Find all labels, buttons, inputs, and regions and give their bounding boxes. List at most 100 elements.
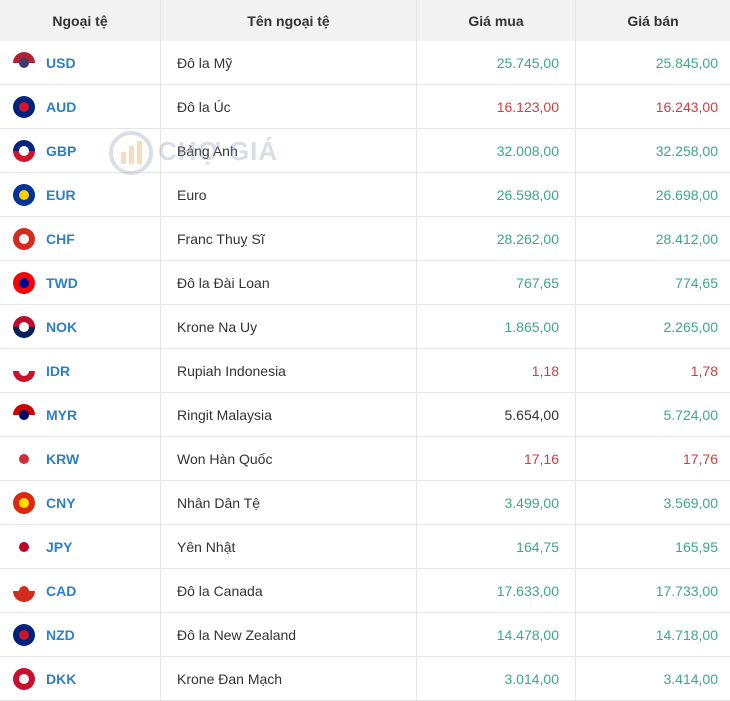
table-row: CHF Franc Thuỵ Sĩ 28.262,00 28.412,00: [0, 217, 730, 261]
header-cell: Tên ngoại tệ: [161, 0, 417, 41]
buy-price: 14.478,00: [417, 613, 576, 656]
currency-name: Đô la Úc: [161, 85, 417, 128]
table-row: NOK Krone Na Uy 1.865,00 2.265,00: [0, 305, 730, 349]
currency-code: DKK: [46, 670, 77, 687]
currency-cell: MYR: [0, 393, 161, 436]
table-row: JPY Yên Nhật 164,75 165,95: [0, 525, 730, 569]
currency-name: Đô la New Zealand: [161, 613, 417, 656]
sell-price: 3.569,00: [663, 494, 719, 511]
sell-price: 16.243,00: [655, 98, 718, 115]
buy-price: 164,75: [417, 525, 576, 568]
currency-code: TWD: [46, 274, 78, 291]
currency-cell: IDR: [0, 349, 161, 392]
currency-code: EUR: [46, 186, 76, 203]
currency-name: Krone Na Uy: [161, 305, 417, 348]
currency-cell: USD: [0, 41, 161, 84]
buy-price: 17.633,00: [417, 569, 576, 612]
currency-code: JPY: [46, 538, 73, 555]
currency-code: MYR: [46, 406, 78, 423]
currency-code: CNY: [46, 494, 76, 511]
currency-code: CHF: [46, 230, 75, 247]
buy-price: 32.008,00: [417, 129, 576, 172]
table-row: DKK Krone Đan Mạch 3.014,00 3.414,00: [0, 657, 730, 701]
currency-name: Franc Thuỵ Sĩ: [161, 217, 417, 260]
table-row: EUR Euro 26.598,00 26.698,00: [0, 173, 730, 217]
buy-price: 26.598,00: [417, 173, 576, 216]
watermark-text: CHỢ GIÁ: [158, 136, 279, 166]
currency-name: Rupiah Indonesia: [161, 349, 417, 392]
table-row: MYR Ringit Malaysia 5.654,00 5.724,00: [0, 393, 730, 437]
table-row: KRW Won Hàn Quốc 17,16 17,76: [0, 437, 730, 481]
sell-price: 1,78: [690, 362, 718, 379]
sell-price: 14.718,00: [655, 626, 718, 643]
sell-price: 26.698,00: [655, 186, 718, 203]
currency-cell: CAD: [0, 569, 161, 612]
currency-name: Bảng Anh: [161, 129, 417, 172]
buy-price: 767,65: [417, 261, 576, 304]
header-cell: Giá mua: [417, 0, 576, 41]
currency-code: KRW: [46, 450, 80, 467]
watermark-logo: [109, 131, 153, 175]
buy-price: 25.745,00: [417, 41, 576, 84]
flag-icon: [13, 140, 35, 162]
currency-code: USD: [46, 54, 76, 71]
sell-price: 2.265,00: [663, 318, 719, 335]
flag-icon: [13, 580, 35, 602]
currency-cell: CNY: [0, 481, 161, 524]
currency-name: Nhân Dân Tệ: [161, 481, 417, 524]
header-row: Ngoại tệ Tên ngoại tệ Giá mua Giá bán: [0, 0, 730, 41]
currency-name: Won Hàn Quốc: [161, 437, 417, 480]
flag-icon: [13, 228, 35, 250]
sell-price: 17.733,00: [655, 582, 718, 599]
currency-code: GBP: [46, 142, 77, 159]
currency-code: AUD: [46, 98, 77, 115]
currency-cell: NZD: [0, 613, 161, 656]
flag-icon: [13, 316, 35, 338]
currency-name: Krone Đan Mạch: [161, 657, 417, 700]
sell-price: 774,65: [675, 274, 718, 291]
header-cell: Ngoại tệ: [0, 0, 161, 41]
currency-name: Đô la Canada: [161, 569, 417, 612]
sell-price: 25.845,00: [655, 54, 718, 71]
currency-name: Yên Nhật: [161, 525, 417, 568]
currency-name: Đô la Mỹ: [161, 41, 417, 84]
sell-price: 165,95: [675, 538, 718, 555]
currency-cell: DKK: [0, 657, 161, 700]
table-row: USD Đô la Mỹ 25.745,00 25.845,00: [0, 41, 730, 85]
table-row: IDR Rupiah Indonesia 1,18 1,78: [0, 349, 730, 393]
table-row: CAD Đô la Canada 17.633,00 17.733,00: [0, 569, 730, 613]
table-row: NZD Đô la New Zealand 14.478,00 14.718,00: [0, 613, 730, 657]
buy-price: 1,18: [417, 349, 576, 392]
currency-cell: KRW: [0, 437, 161, 480]
table-row: GBP Bảng Anh 32.008,00 32.258,00: [0, 129, 730, 173]
currency-cell: EUR: [0, 173, 161, 216]
buy-price: 3.499,00: [417, 481, 576, 524]
currency-code: NOK: [46, 318, 78, 335]
table-row: AUD Đô la Úc 16.123,00 16.243,00: [0, 85, 730, 129]
buy-price: 5.654,00: [417, 393, 576, 436]
flag-icon: [13, 272, 35, 294]
flag-icon: [13, 668, 35, 690]
sell-price: 3.414,00: [663, 670, 719, 687]
currency-code: IDR: [46, 362, 71, 379]
currency-cell: JPY: [0, 525, 161, 568]
flag-icon: [13, 492, 35, 514]
flag-icon: [13, 536, 35, 558]
currency-cell: GBP: [0, 129, 161, 172]
sell-price: 5.724,00: [663, 406, 719, 423]
currency-name: Euro: [161, 173, 417, 216]
buy-price: 16.123,00: [417, 85, 576, 128]
currency-cell: TWD: [0, 261, 161, 304]
table-row: CNY Nhân Dân Tệ 3.499,00 3.569,00: [0, 481, 730, 525]
flag-icon: [13, 448, 35, 470]
currency-name: Đô la Đài Loan: [161, 261, 417, 304]
watermark: CHỢ GIÁ: [108, 131, 279, 175]
header-cell: Giá bán: [627, 12, 679, 29]
flag-icon: [13, 184, 35, 206]
flag-icon: [13, 404, 35, 426]
buy-price: 1.865,00: [417, 305, 576, 348]
table-row: TWD Đô la Đài Loan 767,65 774,65: [0, 261, 730, 305]
flag-icon: [13, 624, 35, 646]
